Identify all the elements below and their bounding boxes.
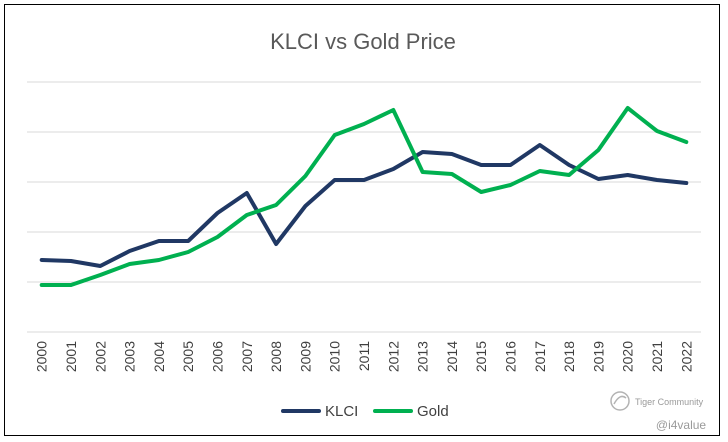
x-tick-label: 2018 xyxy=(561,341,577,372)
legend-label-klci: KLCI xyxy=(325,403,358,420)
x-tick-label: 2015 xyxy=(473,341,489,372)
x-tick-label: 2006 xyxy=(209,341,225,372)
x-tick-label: 2007 xyxy=(239,341,255,372)
x-tick-label: 2021 xyxy=(649,341,665,372)
x-tick-label: 2013 xyxy=(415,341,431,372)
x-tick-label: 2020 xyxy=(620,341,636,372)
x-tick-label: 2001 xyxy=(63,341,79,372)
x-tick-label: 2000 xyxy=(34,341,50,372)
x-tick-label: 2005 xyxy=(180,341,196,372)
chart-svg: KLCI vs Gold Price 2000 2001 2002 2003 2004 2… xyxy=(27,29,707,432)
x-tick-label: 2011 xyxy=(356,341,372,371)
chart-title: KLCI vs Gold Price xyxy=(270,29,456,54)
watermark: Tiger Community @i4value xyxy=(610,391,707,432)
legend-label-gold: Gold xyxy=(417,403,449,420)
x-tick-label: 2016 xyxy=(503,341,519,372)
tiger-community-logo-icon xyxy=(610,391,630,411)
x-tick-label: 2009 xyxy=(297,341,313,372)
x-tick-label: 2014 xyxy=(444,341,460,372)
legend: KLCI Gold xyxy=(281,403,449,420)
chart-frame: KLCI vs Gold Price 2000 2001 2002 2003 2004 2… xyxy=(4,4,720,436)
x-tick-label: 2010 xyxy=(327,341,343,372)
x-tick-label: 2022 xyxy=(678,341,694,372)
watermark-handle: @i4value xyxy=(656,418,707,432)
series-line-gold xyxy=(39,106,689,287)
series-line-klci xyxy=(39,143,689,268)
x-tick-label: 2004 xyxy=(151,341,167,372)
x-tick-label: 2017 xyxy=(532,341,548,372)
gridlines xyxy=(27,81,701,333)
watermark-brand: Tiger Community xyxy=(635,397,704,407)
x-axis-ticks: 2000 2001 2002 2003 2004 2005 2006 2007 2008 2009… xyxy=(34,341,695,372)
x-tick-label: 2008 xyxy=(268,341,284,372)
series-lines xyxy=(39,106,689,287)
x-tick-label: 2012 xyxy=(385,341,401,372)
x-tick-label: 2002 xyxy=(92,341,108,372)
x-tick-label: 2003 xyxy=(122,341,138,372)
x-tick-label: 2019 xyxy=(590,341,606,372)
